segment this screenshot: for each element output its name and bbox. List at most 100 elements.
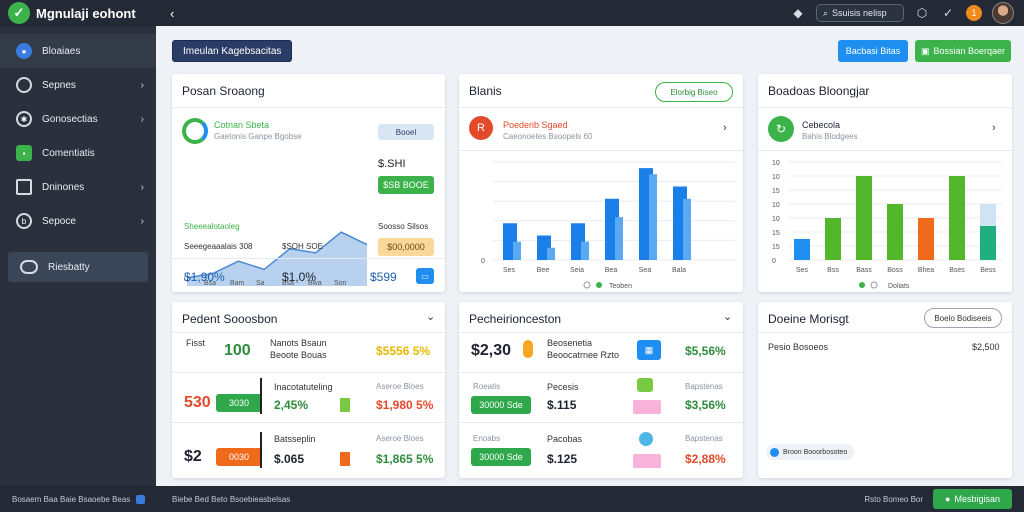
coin-icon <box>523 340 533 358</box>
search-box[interactable]: ⌕ Ssuisis nelisp <box>816 4 904 22</box>
y-tick: 10 <box>772 202 780 209</box>
search-icon: ⌕ <box>823 7 829 18</box>
secondary-button-label: Bossian Boerqaer <box>933 46 1006 56</box>
mid-value: Soosso Silsos <box>378 222 429 231</box>
divider <box>459 422 743 423</box>
card-sales-overview: Posan Sroaong Cotnan Sbeta Gaetonis Ganp… <box>172 74 445 292</box>
chip-label: Broon Booorbosoteo <box>783 448 848 456</box>
card-caption: Gaetonis Ganpe Bgobse <box>214 132 302 141</box>
grid-icon <box>16 179 32 195</box>
sidebar-item-home[interactable]: ● Bloaiaes <box>0 34 156 68</box>
row-text-2: $.115 <box>547 398 577 412</box>
y-tick: 0 <box>772 258 776 265</box>
chevron-down-icon[interactable]: ⌄ <box>723 311 733 323</box>
bar <box>949 176 965 260</box>
sidebar-item-label: Dninones <box>42 181 85 193</box>
status-icon <box>637 378 653 392</box>
export-icon[interactable]: ▭ <box>416 268 434 284</box>
search-label: Ssuisis nelisp <box>832 8 887 18</box>
card-performance: Pecheirionceston ⌄ $2,30 Beosenetia Beoo… <box>459 302 743 478</box>
avatar[interactable] <box>992 2 1014 24</box>
row-label: Pesio Bosoeos <box>768 342 829 352</box>
chevron-left-icon[interactable]: ‹ <box>170 5 175 21</box>
chevron-right-icon[interactable]: › <box>723 122 727 134</box>
sidebar-item-active[interactable]: Riesbatty <box>8 252 148 282</box>
divider <box>459 332 743 333</box>
filter-pill[interactable]: Elorbig Biseo <box>655 82 733 102</box>
y-tick: 15 <box>772 188 780 195</box>
row-text-2: Beoote Bouas <box>270 350 327 360</box>
x-tick: Sea <box>639 267 652 274</box>
sidebar-item-label: Sepoce <box>42 215 76 227</box>
sidebar-item-globe[interactable]: Sepnes › <box>0 68 156 102</box>
price-2: $SB BOOE <box>378 176 434 194</box>
x-tick: Bess <box>980 267 996 274</box>
secondary-button[interactable]: ▣ Bossian Boerqaer <box>915 40 1011 62</box>
bar <box>581 241 589 260</box>
x-tick: Bses <box>949 267 965 274</box>
divider <box>172 332 445 333</box>
sidebar: ● Bloaiaes Sepnes › ✱ Gonosectias › ▪ Co… <box>0 26 156 486</box>
bar <box>918 218 934 260</box>
alert-icon: R <box>469 116 493 140</box>
bar <box>615 217 623 260</box>
check-icon[interactable]: ✓ <box>942 6 954 20</box>
chevron-right-icon: › <box>140 181 144 193</box>
row-box: 30000 Sde <box>471 396 531 414</box>
row-left-label: Enoabs <box>473 434 501 443</box>
filter-pill[interactable]: Boelo Bodiseeis <box>924 308 1002 328</box>
row-text: Inacotatuteling <box>274 382 333 392</box>
row-right-caption: Aseroe Bloes <box>376 434 424 443</box>
primary-button[interactable]: Bacbasi Bitas <box>838 40 908 62</box>
card-bar-chart-green: Boadoas Bloongjar ↻ Cebecola Bahis Blodg… <box>758 74 1012 292</box>
row-right: $2,88% <box>685 452 726 466</box>
status-chip[interactable]: Broon Booorbosoteo <box>766 444 854 460</box>
sidebar-item-gear[interactable]: ✱ Gonosectias › <box>0 102 156 136</box>
divider <box>459 150 743 151</box>
bar <box>649 174 657 260</box>
footer-action-button[interactable]: ● Mesbigisan <box>933 489 1012 509</box>
x-tick: Bsa <box>282 280 295 287</box>
top-right-tools: ◆ ⌕ Ssuisis nelisp ⬡ ✓ 1 <box>790 2 1024 24</box>
refresh-icon: ↻ <box>768 116 794 142</box>
sidebar-item-grid[interactable]: Dninones › <box>0 170 156 204</box>
card-recent-sessions: Pedent Sooosbon ⌄ Fisst 100 Nanots Bsaun… <box>172 302 445 478</box>
sidebar-item-settings[interactable]: b Sepoce › <box>0 204 156 238</box>
x-tick: Bea <box>605 267 618 274</box>
row-text-2: 2,45% <box>274 398 309 412</box>
chevron-right-icon[interactable]: › <box>992 122 996 134</box>
x-tick: Ses <box>503 267 516 274</box>
divider <box>758 332 1012 333</box>
row-value: $2,500 <box>972 342 1000 352</box>
footer-stat-3: $599 <box>370 270 397 284</box>
divider <box>758 150 1012 151</box>
y-tick: 10 <box>772 216 780 223</box>
shield-icon[interactable]: ⬡ <box>916 6 928 20</box>
footer-left-text: Bosaem Baa Baie Bsaoebe Beas <box>12 494 131 504</box>
breadcrumb[interactable]: Imeulan Kagebsacitas <box>172 40 293 62</box>
bar-chart: 0 Ses Bee Seia Bea Sea Bala Teoben <box>481 161 735 290</box>
badge[interactable]: Booel <box>378 124 434 140</box>
card-caption: Bahis Blodgees <box>802 132 858 141</box>
notification-badge[interactable]: 1 <box>966 5 982 21</box>
y-tick: 10 <box>772 160 780 167</box>
area-fill <box>187 232 367 286</box>
x-tick: Bsa <box>204 280 217 287</box>
sidebar-item-chart[interactable]: ▪ Comentiatis <box>0 136 156 170</box>
bar <box>980 226 996 260</box>
calendar-icon[interactable]: ▦ <box>637 340 661 360</box>
bell-icon[interactable]: ◆ <box>793 6 803 20</box>
x-tick: Bala <box>672 267 686 274</box>
bar <box>683 198 691 260</box>
card-title: Blanis <box>469 84 502 98</box>
bar <box>794 239 810 260</box>
divider <box>459 372 743 373</box>
divider <box>758 107 1012 108</box>
gear-icon: ✱ <box>16 111 32 127</box>
price-1: $.SHI <box>378 158 406 170</box>
chevron-down-icon[interactable]: ⌄ <box>426 311 436 323</box>
x-tick: Bhea <box>918 267 934 274</box>
card-subtitle: Cotnan Sbeta <box>214 120 270 130</box>
card-title: Pecheirionceston <box>469 312 562 326</box>
row-right: $5,56% <box>685 344 726 358</box>
